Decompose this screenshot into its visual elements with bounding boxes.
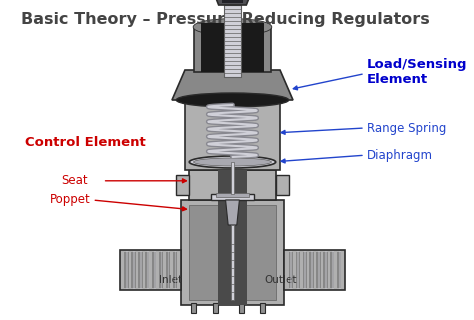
Bar (284, 250, 345, 290)
Bar (201, 23, 264, 72)
Text: Basic Theory – Pressure Reducing Regulators: Basic Theory – Pressure Reducing Regulat… (21, 12, 430, 27)
Bar (140, 251, 142, 289)
Bar (154, 251, 155, 289)
Bar (218, 170, 247, 305)
Bar (211, 194, 254, 200)
Bar (161, 251, 163, 289)
Polygon shape (226, 200, 239, 225)
Text: Outlet: Outlet (264, 275, 297, 285)
Text: Load/Sensing
Element: Load/Sensing Element (367, 58, 467, 86)
Bar (276, 175, 289, 195)
Bar (126, 251, 128, 289)
Bar (224, 5, 241, 77)
Bar (238, 303, 244, 313)
Ellipse shape (193, 19, 272, 35)
Bar (133, 251, 135, 289)
Bar (231, 162, 234, 194)
Bar (310, 252, 314, 288)
Polygon shape (215, 0, 250, 5)
Bar (189, 205, 276, 300)
Bar (222, 0, 243, 3)
Ellipse shape (193, 19, 272, 35)
Bar (125, 252, 129, 288)
Bar (323, 252, 328, 288)
Bar (330, 252, 335, 288)
Bar (311, 251, 313, 289)
Bar (181, 200, 284, 305)
Bar (147, 251, 149, 289)
Text: Range Spring: Range Spring (367, 122, 447, 134)
Bar (332, 251, 334, 289)
Ellipse shape (176, 93, 289, 107)
Ellipse shape (189, 156, 276, 168)
Bar (174, 251, 176, 289)
Bar (304, 251, 306, 289)
Bar (159, 252, 164, 288)
Bar (231, 225, 234, 300)
Bar (291, 251, 292, 289)
Bar (337, 252, 341, 288)
Bar (339, 251, 340, 289)
Bar (213, 303, 218, 313)
Bar (152, 252, 156, 288)
Bar (216, 193, 249, 197)
Bar (193, 27, 272, 72)
Bar (325, 251, 327, 289)
Bar (120, 250, 181, 290)
Bar (176, 175, 189, 195)
Bar (302, 252, 307, 288)
Bar (185, 100, 280, 170)
Text: Diaphragm: Diaphragm (367, 149, 433, 162)
Bar (289, 252, 293, 288)
Text: Poppet: Poppet (49, 194, 90, 206)
Bar (131, 252, 136, 288)
Bar (168, 251, 169, 289)
Bar (191, 303, 196, 313)
Bar (316, 252, 320, 288)
Bar (297, 251, 299, 289)
Polygon shape (172, 70, 293, 100)
Text: Inlet: Inlet (159, 275, 182, 285)
Text: Seat: Seat (62, 174, 88, 187)
Bar (173, 252, 177, 288)
Bar (318, 251, 320, 289)
Ellipse shape (193, 158, 272, 166)
Bar (145, 252, 149, 288)
Text: Control Element: Control Element (25, 136, 146, 149)
Bar (138, 252, 143, 288)
Bar (189, 170, 276, 200)
Bar (260, 303, 265, 313)
Bar (166, 252, 170, 288)
Bar (296, 252, 300, 288)
